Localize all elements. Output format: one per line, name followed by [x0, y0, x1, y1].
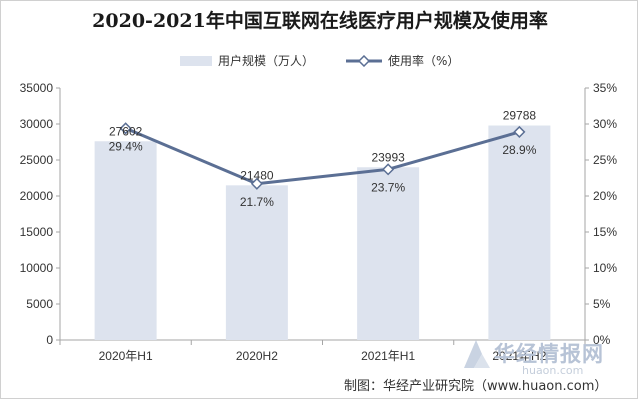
- y-left-tick-label: 20000: [20, 189, 54, 203]
- source-note: 制图：华经产业研究院（www.huaon.com）: [344, 379, 608, 394]
- watermark-text: 华经情报网: [494, 342, 604, 366]
- bar-value-label: 29788: [503, 109, 537, 123]
- line-value-label: 29.4%: [109, 139, 143, 153]
- y-left-tick-label: 5000: [26, 297, 53, 311]
- y-right-tick-label: 35%: [593, 81, 617, 95]
- x-tick-label: 2020年H1: [99, 349, 153, 363]
- y-right-tick-label: 10%: [593, 261, 617, 275]
- bar: [94, 141, 157, 340]
- y-right-tick-label: 15%: [593, 225, 617, 239]
- legend-label-user-scale: 用户规模（万人）: [218, 54, 315, 68]
- legend-line-swatch: [346, 54, 382, 67]
- y-left-tick-label: 10000: [20, 261, 54, 275]
- line-value-label: 28.9%: [502, 143, 536, 157]
- legend-item-usage-rate: 使用率（%）: [346, 52, 459, 69]
- y-right-tick-label: 5%: [593, 297, 611, 311]
- line-point-marker: [250, 177, 263, 190]
- line-value-label: 21.7%: [240, 195, 274, 209]
- bar: [488, 125, 551, 340]
- line-point-marker: [513, 125, 526, 138]
- usage-rate-line: [125, 126, 520, 186]
- bar-value-label: 27602: [109, 124, 143, 138]
- legend-item-user-scale: 用户规模（万人）: [180, 52, 314, 69]
- legend-bar-swatch: [180, 55, 212, 66]
- y-left-tick-label: 30000: [20, 117, 54, 131]
- watermark: 华经情报网 huaon.com: [462, 336, 634, 377]
- x-tick-label: 2021年H2: [492, 349, 546, 363]
- y-left-tick-label: 35000: [20, 81, 54, 95]
- y-right-tick-label: 25%: [593, 153, 617, 167]
- y-right-tick-label: 30%: [593, 117, 617, 131]
- chart-title: 2020-2021年中国互联网在线医疗用户规模及使用率: [92, 10, 548, 32]
- y-left-tick-label: 25000: [20, 153, 54, 167]
- bar: [357, 167, 420, 340]
- line-point-marker: [382, 163, 395, 176]
- chart-legend: 用户规模（万人） 使用率（%）: [0, 52, 640, 72]
- x-tick-label: 2020H2: [236, 349, 278, 363]
- y-right-tick-label: 0%: [593, 333, 611, 347]
- legend-label-usage-rate: 使用率（%）: [388, 54, 460, 68]
- y-left-tick-label: 15000: [20, 225, 54, 239]
- x-tick-label: 2021年H1: [361, 349, 415, 363]
- y-right-tick-label: 20%: [593, 189, 617, 203]
- bar-value-label: 21480: [240, 168, 274, 182]
- watermark-domain: huaon.com: [522, 364, 584, 377]
- bar: [225, 185, 288, 340]
- bar-value-label: 23993: [371, 150, 405, 164]
- y-left-tick-label: 0: [46, 333, 53, 347]
- line-point-marker: [119, 122, 132, 135]
- line-value-label: 23.7%: [371, 180, 405, 194]
- watermark-logo-icon: [464, 340, 490, 368]
